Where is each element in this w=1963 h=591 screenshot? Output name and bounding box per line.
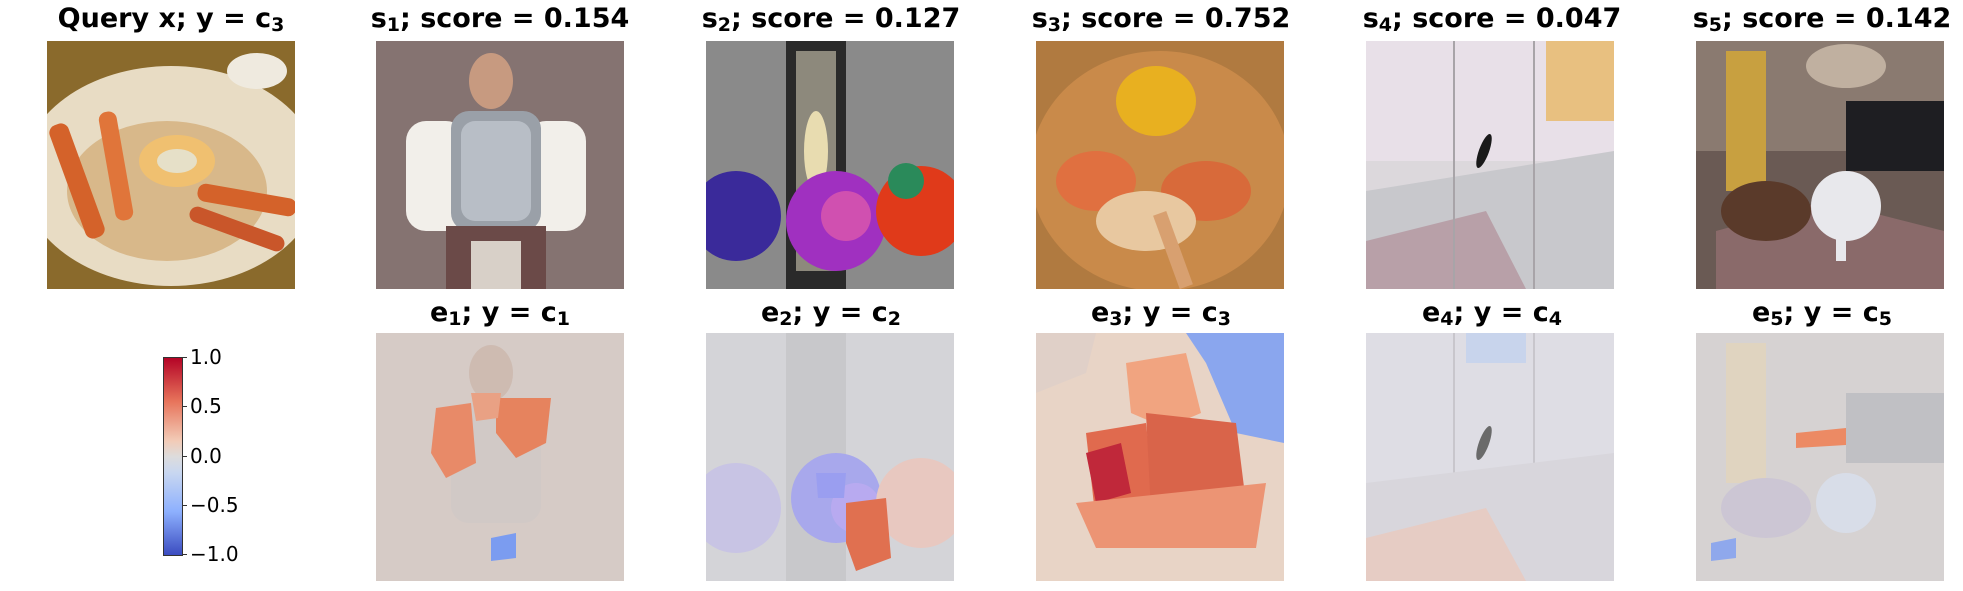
similar-1-title: s1; score = 0.154 [370, 3, 630, 37]
similar-4-title: s4; score = 0.047 [1362, 3, 1622, 37]
explanation-2-title: e2; y = c2 [760, 297, 901, 331]
similar-2-title: s2; score = 0.127 [701, 3, 961, 37]
similar-3-image-crab-closeup [1036, 41, 1284, 289]
explanation-4-title: e4; y = c4 [1421, 297, 1562, 331]
explanation-1-heatmap [376, 333, 624, 581]
explanation-5-heatmap [1696, 333, 1944, 581]
similar-4-image-insect-wall [1366, 41, 1614, 289]
explanation-1-title: e1; y = c1 [429, 297, 570, 331]
similar-5-image-toy-horse [1696, 41, 1944, 289]
explanation-3-title: e3; y = c3 [1090, 297, 1231, 331]
colorbar-tick-1.0: 1.0 [190, 345, 222, 369]
explanation-3-heatmap [1036, 333, 1284, 581]
explanation-4-heatmap [1366, 333, 1614, 581]
similar-5-title: s5; score = 0.142 [1692, 3, 1952, 37]
similar-3-title: s3; score = 0.752 [1031, 3, 1291, 37]
colorbar-tick-neg-1.0: −1.0 [190, 542, 239, 566]
colorbar [163, 357, 183, 556]
similar-2-image-flowers [706, 41, 954, 289]
colorbar-tick-0.5: 0.5 [190, 394, 222, 418]
similar-1-image-armor [376, 41, 624, 289]
explanation-2-heatmap [706, 333, 954, 581]
query-image-crab-dish [47, 41, 295, 289]
colorbar-tick-neg-0.5: −0.5 [190, 493, 239, 517]
explanation-5-title: e5; y = c5 [1751, 297, 1892, 331]
query-title: Query x; y = c3 [57, 3, 285, 37]
colorbar-tick-0.0: 0.0 [190, 444, 222, 468]
